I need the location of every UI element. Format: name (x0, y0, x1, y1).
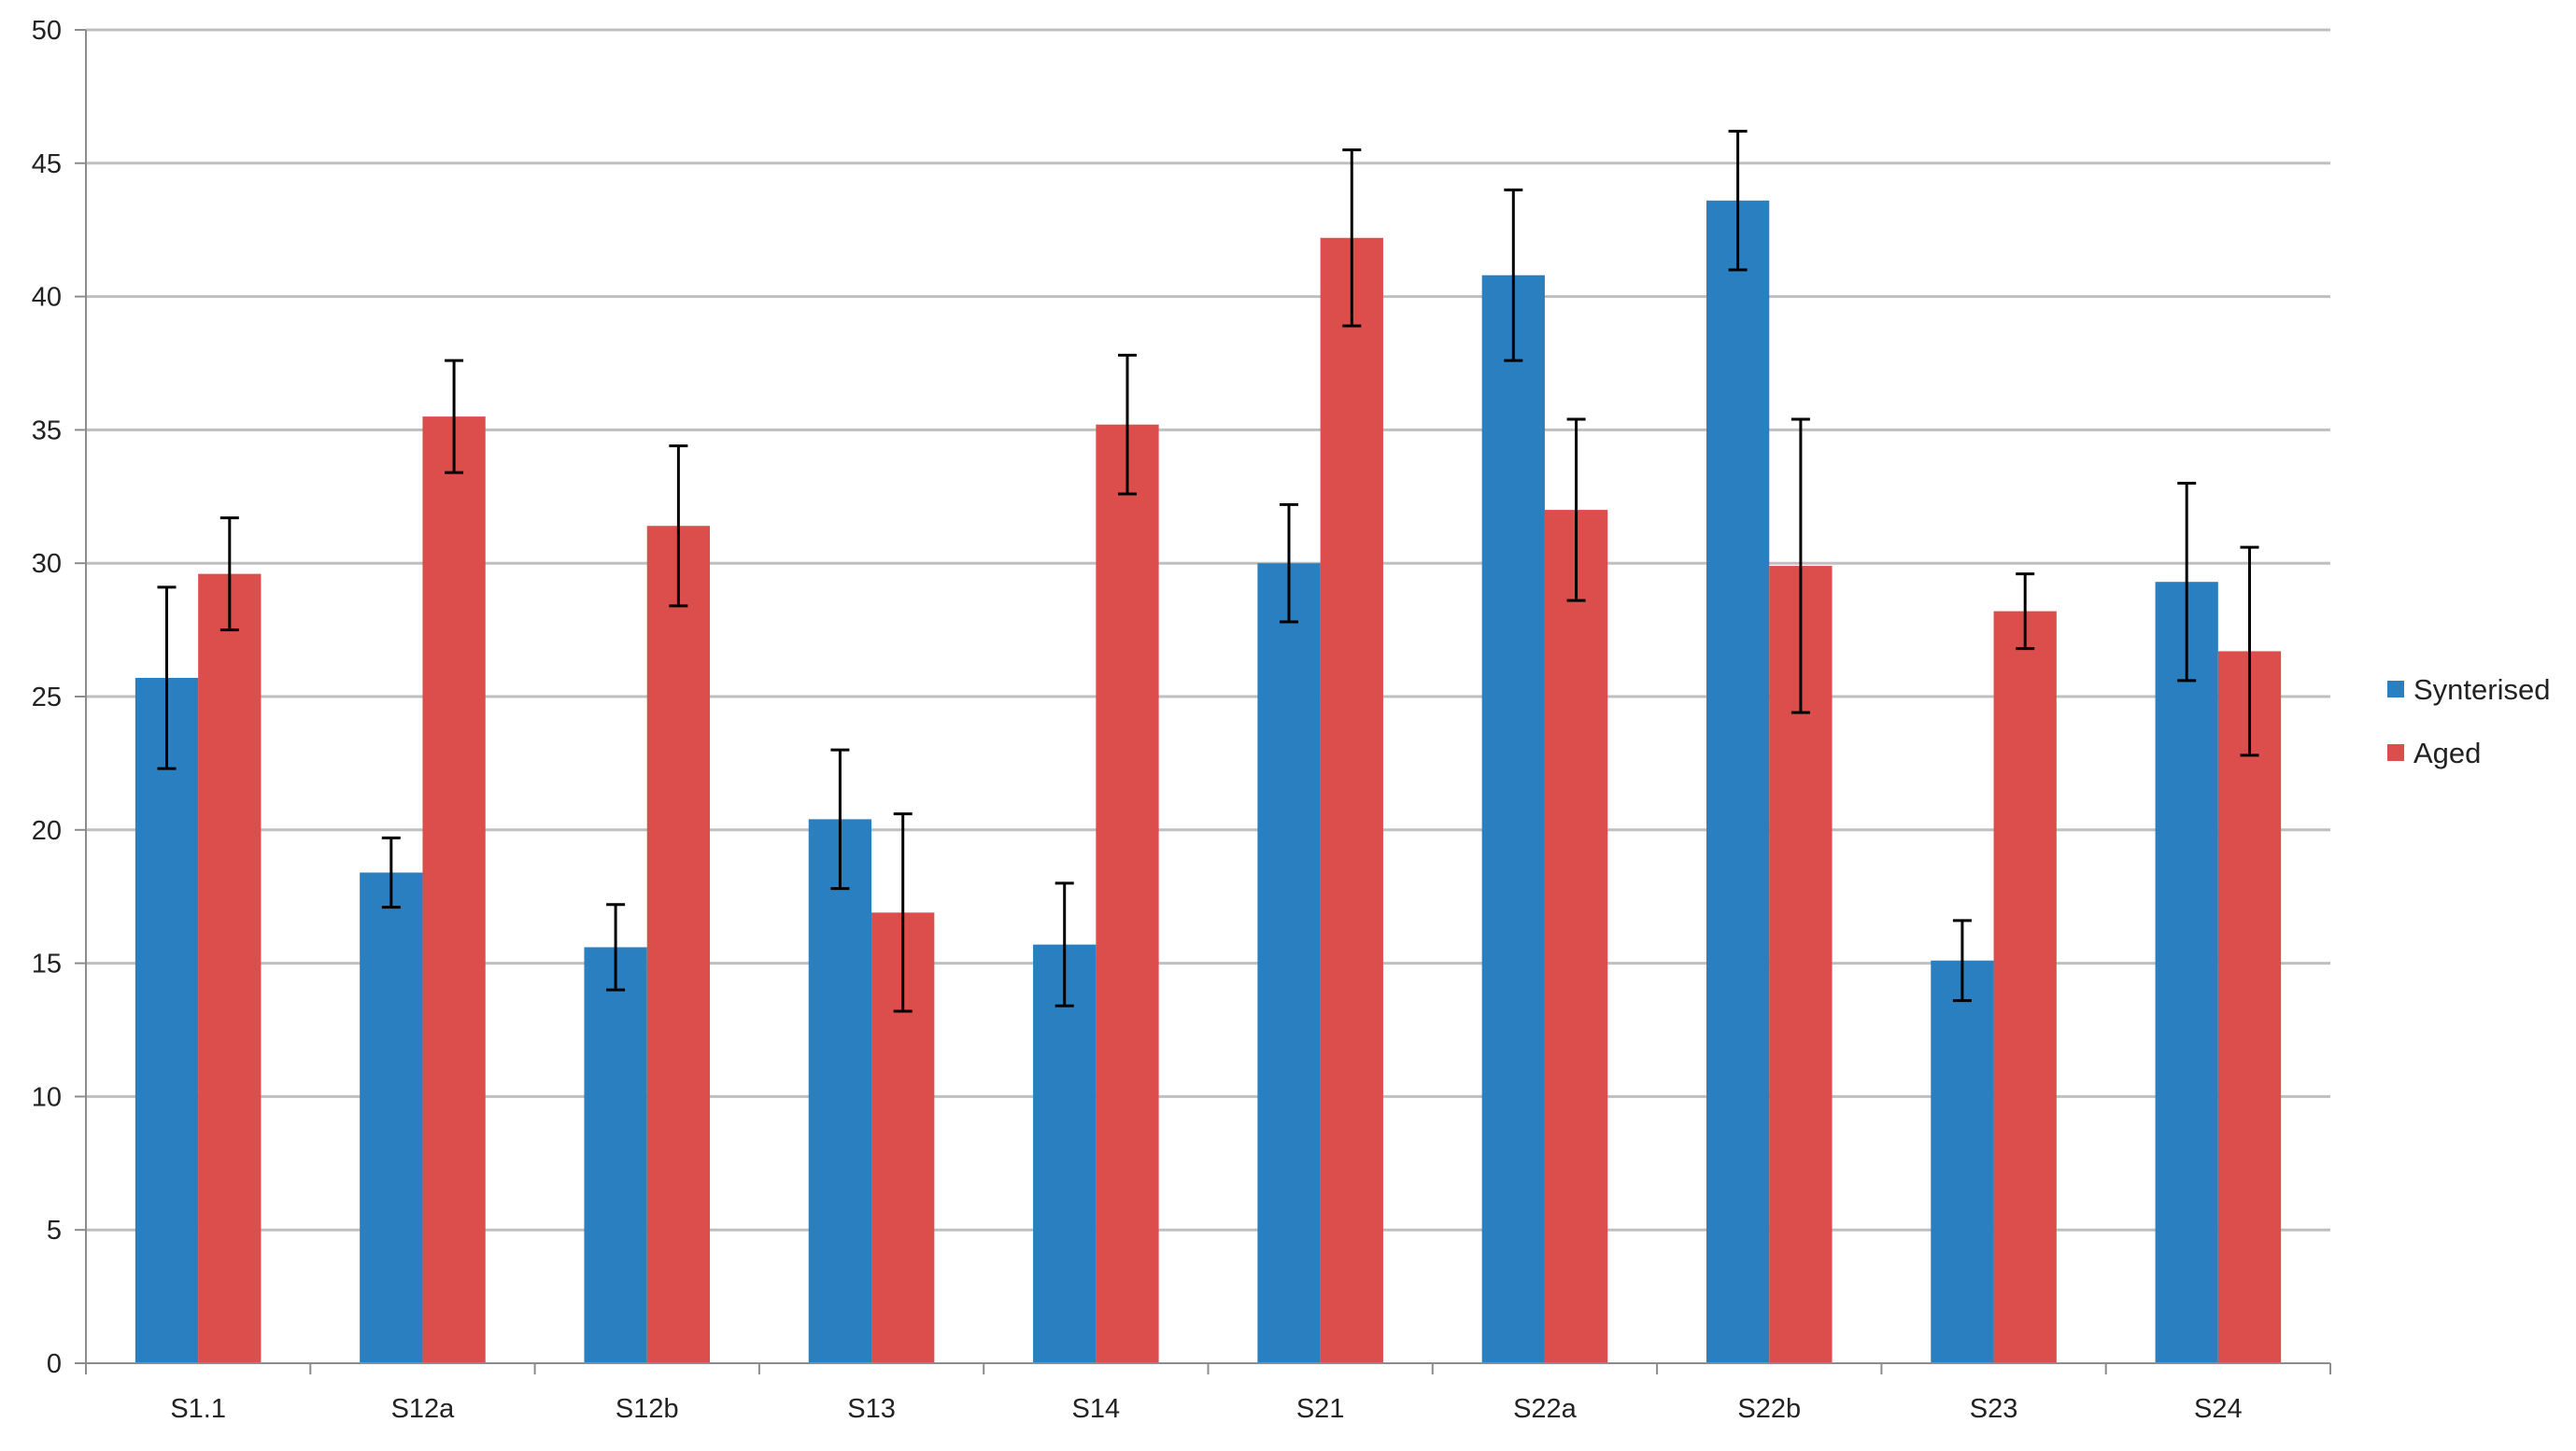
y-tick-label: 5 (47, 1216, 62, 1246)
y-tick-label: 25 (32, 683, 62, 712)
y-tick-label: 35 (32, 416, 62, 445)
bar-synterised-s14 (1033, 944, 1097, 1363)
legend-label-synterised: Synterised (2413, 673, 2550, 706)
y-tick-label: 40 (32, 283, 62, 313)
x-tick-label: S14 (1072, 1394, 1121, 1424)
x-tick-label: S21 (1296, 1394, 1345, 1424)
bar-aged-s24 (2217, 651, 2282, 1363)
y-tick-label: 0 (47, 1349, 62, 1379)
bar-aged-s23 (1993, 611, 2057, 1363)
bar-synterised-s23 (1931, 960, 1994, 1363)
y-tick-label: 15 (32, 950, 62, 979)
bar-synterised-s22a (1481, 275, 1545, 1364)
bar-synterised-s12a (360, 872, 423, 1363)
x-tick-label: S24 (2194, 1394, 2243, 1424)
bar-aged-s12a (422, 416, 486, 1363)
error-bars (157, 130, 2259, 1013)
x-tick-label: S23 (1970, 1394, 2018, 1424)
y-axis-ticks: 0 5 10 15 20 25 30 35 40 45 50 (32, 16, 86, 1379)
x-tick-label: S1.1 (170, 1394, 226, 1424)
bar-synterised-s1.1 (134, 678, 199, 1363)
bar-aged-s22a (1544, 510, 1608, 1363)
y-tick-label: 10 (32, 1082, 62, 1112)
y-tick-label: 20 (32, 816, 62, 846)
bars (134, 200, 2282, 1364)
x-tick-label: S22b (1737, 1394, 1801, 1424)
bar-aged-s1.1 (198, 573, 262, 1363)
y-tick-label: 30 (32, 549, 62, 579)
legend: Synterised Aged (2387, 673, 2550, 769)
bar-synterised-s21 (1257, 563, 1321, 1363)
x-axis-ticks: S1.1 S12a S12b S13 S14 S21 S22a S22b S23 S24 (85, 1363, 2331, 1424)
x-tick-label: S22a (1513, 1394, 1578, 1424)
bar-aged-s14 (1096, 424, 1159, 1363)
bar-aged-s21 (1320, 237, 1383, 1363)
legend-swatch-synterised (2387, 681, 2404, 697)
bar-synterised-s12b (584, 947, 647, 1363)
y-tick-label: 50 (32, 16, 62, 46)
x-tick-label: S12b (616, 1394, 679, 1424)
legend-swatch-aged (2387, 744, 2404, 761)
y-tick-label: 45 (32, 149, 62, 179)
bar-synterised-s22b (1706, 200, 1770, 1364)
bar-aged-s12b (646, 526, 711, 1363)
x-tick-label: S13 (847, 1394, 896, 1424)
legend-label-aged: Aged (2413, 737, 2481, 769)
bar-synterised-s24 (2155, 582, 2218, 1363)
x-tick-label: S12a (391, 1394, 456, 1424)
bar-synterised-s13 (808, 819, 872, 1363)
